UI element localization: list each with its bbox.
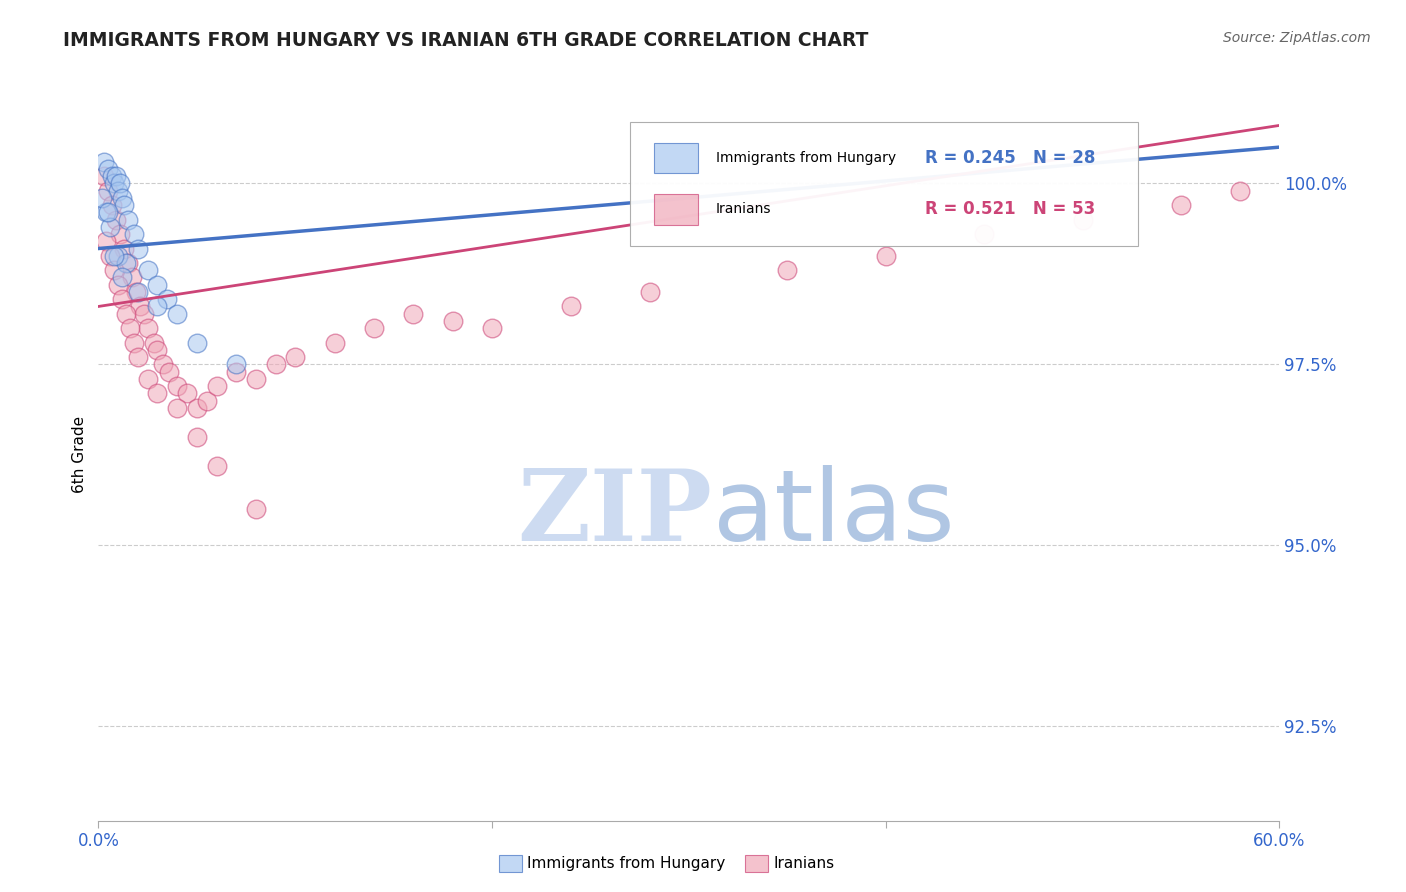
Point	[195, 393, 218, 408]
Point	[127, 285, 149, 299]
Text: R = 0.245   N = 28: R = 0.245 N = 28	[925, 149, 1095, 167]
Point	[245, 502, 267, 516]
Point	[560, 300, 582, 314]
Point	[125, 285, 148, 299]
Point	[105, 212, 128, 227]
Point	[1229, 184, 1251, 198]
Point	[127, 350, 149, 364]
Point	[146, 386, 169, 401]
FancyBboxPatch shape	[630, 122, 1137, 246]
Point	[97, 184, 120, 198]
Point	[98, 219, 121, 234]
Point	[166, 401, 188, 415]
Point	[136, 372, 159, 386]
Point	[127, 242, 149, 256]
Point	[112, 242, 135, 256]
Point	[1071, 212, 1094, 227]
FancyBboxPatch shape	[654, 143, 699, 173]
Point	[176, 386, 198, 401]
Point	[441, 314, 464, 328]
Point	[186, 335, 208, 350]
Point	[156, 292, 179, 306]
Point	[638, 285, 661, 299]
Text: Immigrants from Hungary: Immigrants from Hungary	[527, 856, 725, 871]
Point	[1170, 198, 1192, 212]
Point	[97, 205, 120, 219]
Point	[402, 307, 425, 321]
Point	[136, 321, 159, 335]
Point	[132, 307, 155, 321]
Point	[111, 191, 134, 205]
Point	[776, 263, 799, 277]
Point	[122, 335, 145, 350]
Point	[363, 321, 385, 335]
Point	[128, 300, 150, 314]
Point	[121, 270, 143, 285]
Point	[264, 358, 287, 372]
Point	[115, 256, 138, 270]
Point	[93, 154, 115, 169]
Point	[103, 263, 125, 277]
Point	[186, 430, 208, 444]
Point	[103, 249, 125, 263]
Point	[117, 212, 139, 227]
Point	[96, 205, 118, 219]
Point	[111, 292, 134, 306]
Point	[166, 307, 188, 321]
Text: Source: ZipAtlas.com: Source: ZipAtlas.com	[1223, 31, 1371, 45]
Point	[103, 177, 125, 191]
Point	[107, 277, 129, 292]
Point	[225, 358, 247, 372]
Point	[91, 191, 114, 205]
Point	[186, 401, 208, 415]
Point	[93, 169, 115, 183]
Point	[105, 169, 128, 183]
Point	[97, 161, 120, 176]
Point	[111, 270, 134, 285]
FancyBboxPatch shape	[654, 194, 699, 225]
Point	[101, 169, 124, 183]
Point	[225, 365, 247, 379]
Point	[205, 379, 228, 393]
Point	[142, 335, 165, 350]
Text: Iranians: Iranians	[716, 202, 772, 216]
Point	[117, 256, 139, 270]
Point	[481, 321, 503, 335]
Point	[323, 335, 346, 350]
Point	[973, 227, 995, 241]
Point	[146, 277, 169, 292]
Point	[146, 343, 169, 357]
Point	[108, 227, 131, 241]
Text: Iranians: Iranians	[773, 856, 834, 871]
Point	[118, 321, 141, 335]
Point	[157, 365, 180, 379]
Point	[108, 177, 131, 191]
Text: Immigrants from Hungary: Immigrants from Hungary	[716, 151, 896, 165]
Point	[136, 263, 159, 277]
Point	[107, 184, 129, 198]
Point	[205, 458, 228, 473]
Text: IMMIGRANTS FROM HUNGARY VS IRANIAN 6TH GRADE CORRELATION CHART: IMMIGRANTS FROM HUNGARY VS IRANIAN 6TH G…	[63, 31, 869, 50]
Y-axis label: 6th Grade: 6th Grade	[72, 417, 87, 493]
Text: ZIP: ZIP	[517, 465, 713, 562]
Text: atlas: atlas	[713, 465, 955, 562]
Point	[284, 350, 307, 364]
Text: R = 0.521   N = 53: R = 0.521 N = 53	[925, 200, 1095, 219]
Point	[875, 249, 897, 263]
Point	[166, 379, 188, 393]
Point	[101, 198, 124, 212]
Point	[146, 300, 169, 314]
Point	[107, 249, 129, 263]
Point	[98, 249, 121, 263]
Point	[245, 372, 267, 386]
Point	[115, 307, 138, 321]
Point	[122, 227, 145, 241]
Point	[96, 234, 118, 248]
Point	[152, 358, 174, 372]
Point	[112, 198, 135, 212]
